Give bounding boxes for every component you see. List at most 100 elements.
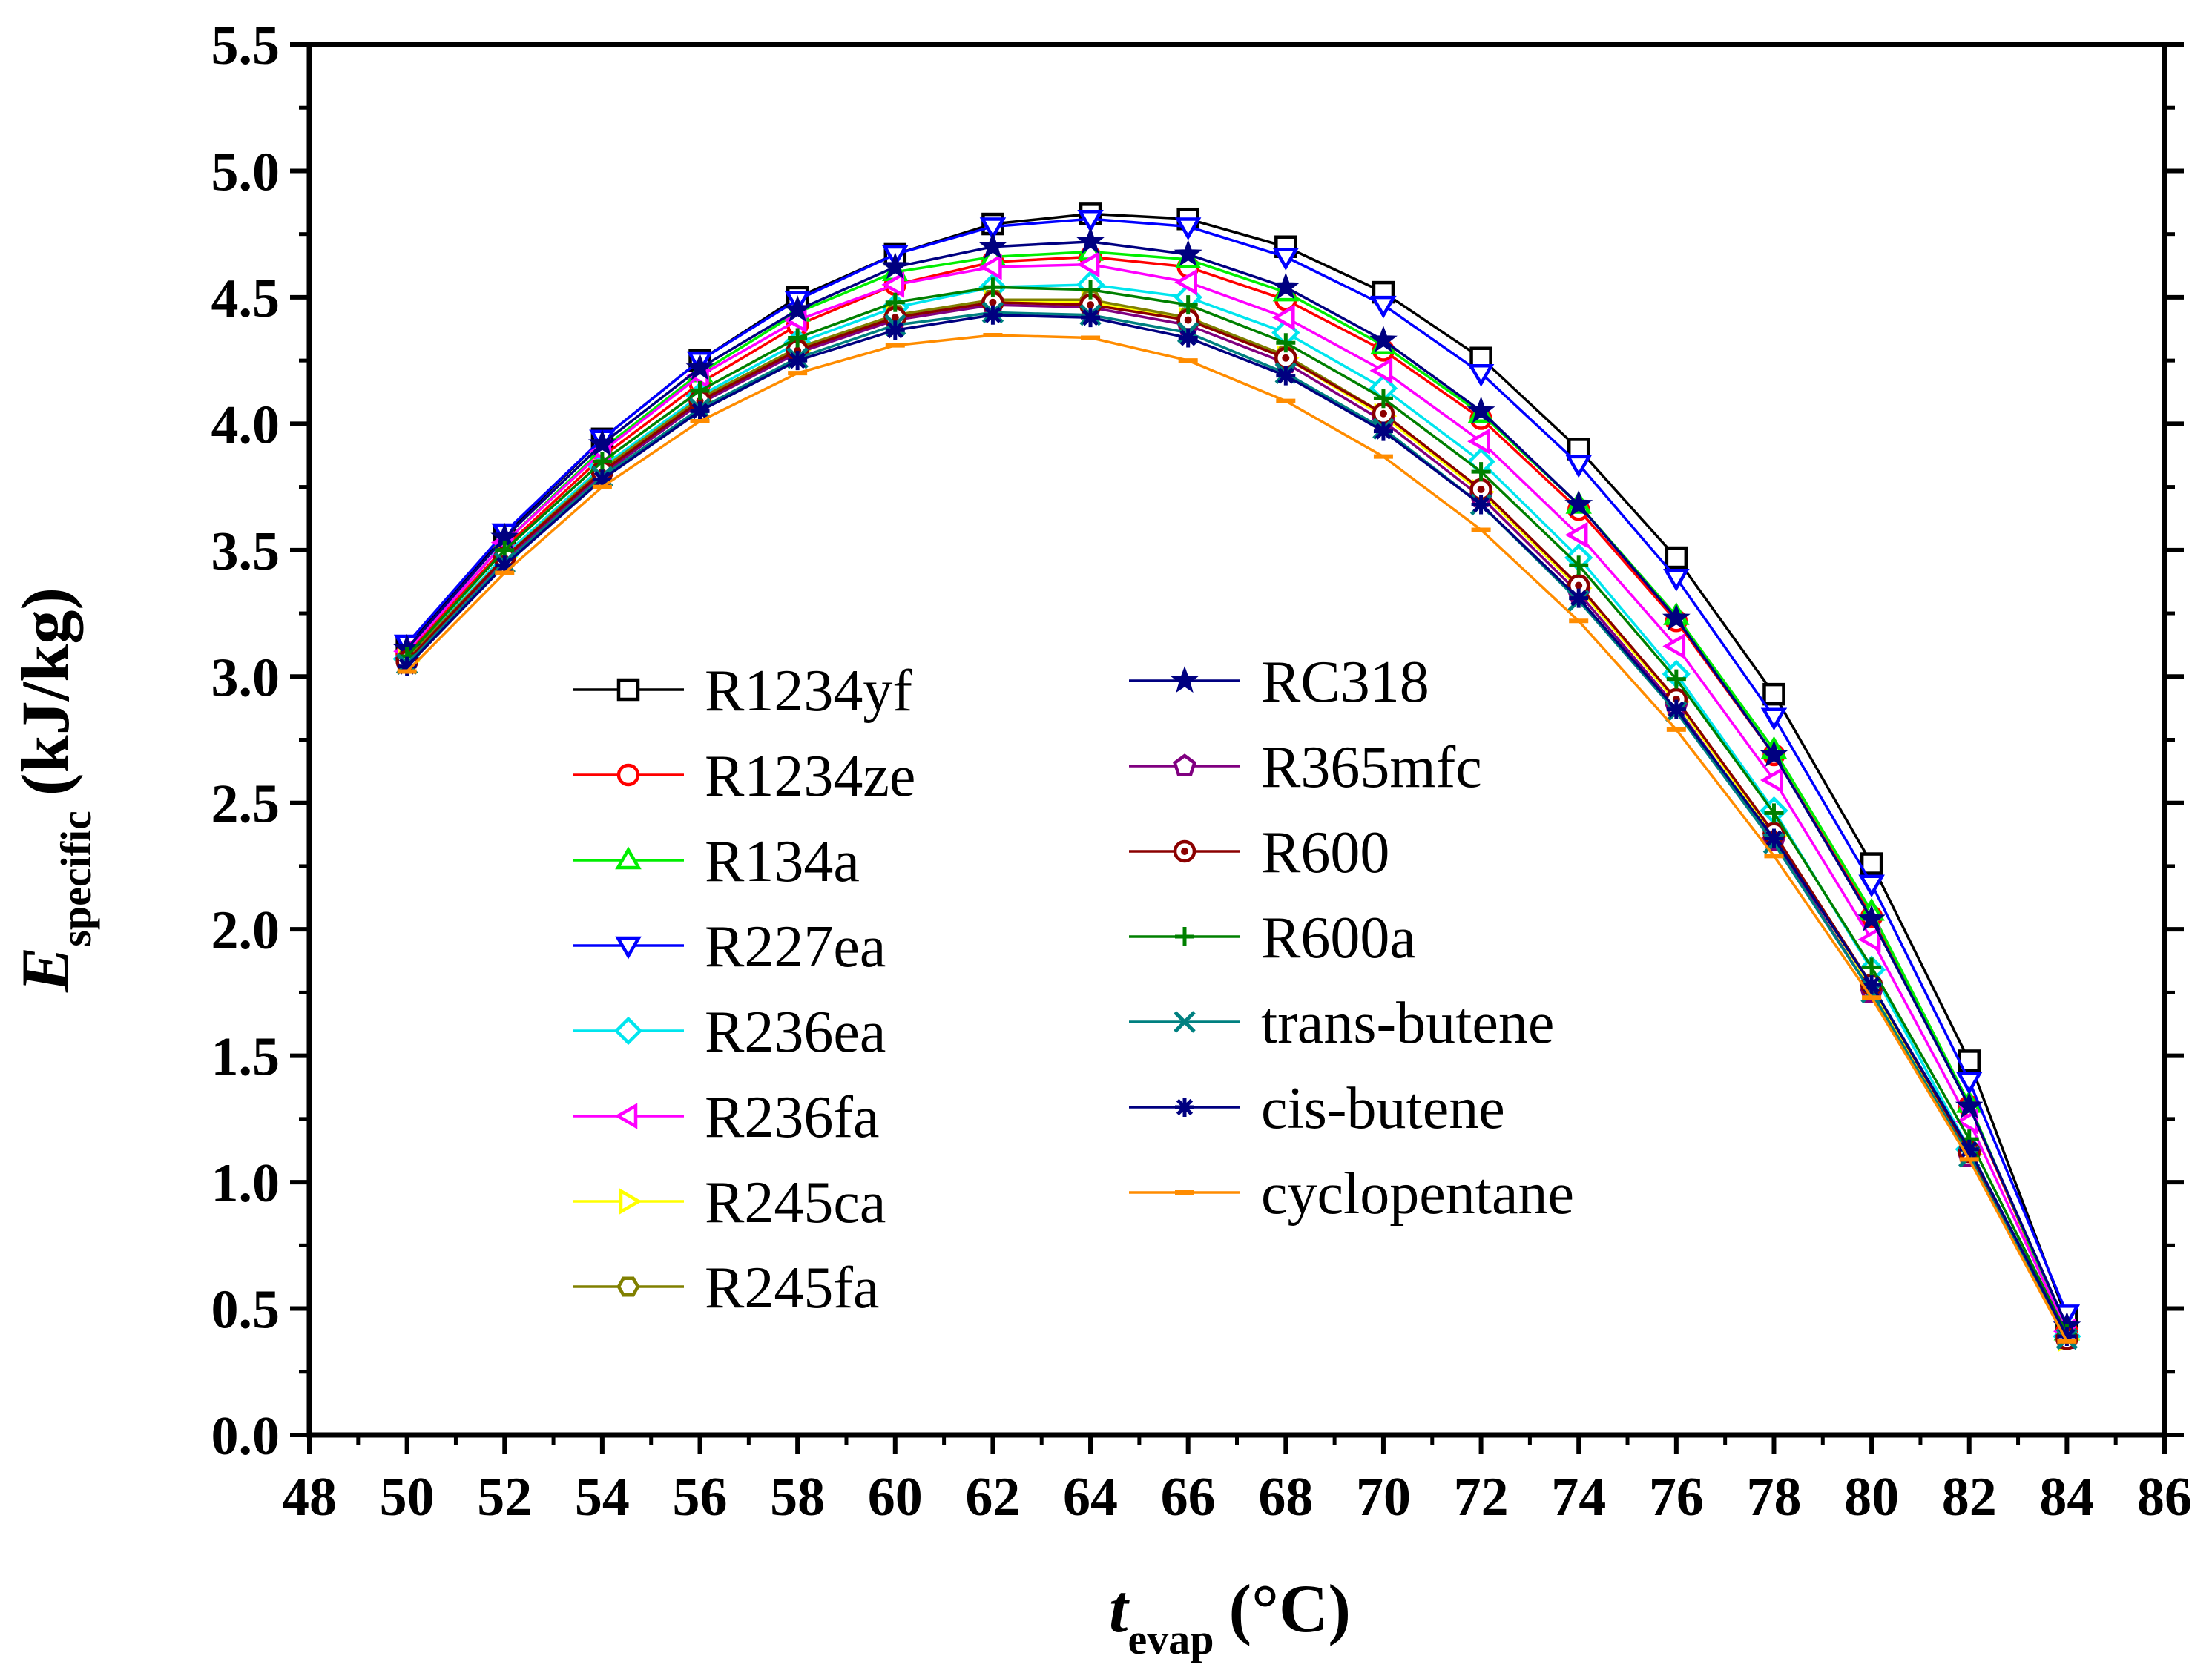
legend-label: R1234ze — [705, 744, 915, 809]
y-axis-subscript: specific — [52, 811, 100, 947]
data-point — [1467, 428, 1490, 455]
x-tick-label: 80 — [1844, 1467, 1899, 1528]
data-point — [1176, 308, 1199, 331]
x-axis-subscript: evap — [1128, 1615, 1214, 1663]
x-tick-label: 48 — [282, 1467, 337, 1528]
legend-item: R600 — [1129, 820, 1389, 885]
data-point — [1272, 248, 1300, 271]
y-tick-label: 4.0 — [211, 395, 280, 455]
legend-label: R600a — [1261, 905, 1416, 971]
legend-label: R245fa — [705, 1255, 880, 1321]
data-point — [1174, 240, 1202, 267]
data-point — [1764, 828, 1784, 848]
y-tick-label: 2.5 — [211, 774, 280, 835]
series-line-r600 — [406, 300, 2068, 1340]
legend-item: R1234ze — [573, 744, 915, 809]
x-tick-label: 50 — [380, 1467, 435, 1528]
data-point — [978, 254, 1002, 280]
data-point — [1666, 669, 1686, 689]
data-point — [983, 277, 1003, 297]
legend-label: R245ca — [705, 1170, 886, 1235]
data-point — [788, 328, 808, 348]
x-tick-label: 78 — [1746, 1467, 1801, 1528]
data-point — [1077, 209, 1104, 233]
data-point — [1764, 803, 1784, 823]
legend-label: cyclopentane — [1261, 1161, 1574, 1227]
data-point — [1081, 308, 1101, 328]
data-point — [1276, 333, 1296, 353]
data-point — [1370, 295, 1397, 319]
data-point — [1081, 280, 1101, 300]
x-tick-label: 62 — [965, 1467, 1020, 1528]
data-point — [978, 231, 1007, 259]
legend-marker — [1171, 666, 1199, 693]
series-line-cis-butene — [406, 314, 2068, 1337]
data-point — [788, 351, 808, 371]
data-point — [881, 271, 905, 298]
x-tick-label: 58 — [770, 1467, 825, 1528]
data-point — [1373, 421, 1393, 441]
legend-marker — [616, 763, 640, 787]
legend-marker — [1175, 927, 1194, 946]
legend-item: R236fa — [573, 1085, 880, 1150]
legend-item: trans-butene — [1129, 991, 1554, 1056]
y-tick-label: 1.0 — [211, 1153, 280, 1214]
legend-label: R365mfc — [1261, 735, 1482, 800]
y-tick-label: 1.5 — [211, 1027, 280, 1088]
data-point — [1862, 975, 1882, 995]
data-point — [1271, 272, 1300, 300]
data-point — [587, 429, 616, 456]
data-point — [1373, 389, 1393, 409]
legend-item: cis-butene — [1129, 1076, 1505, 1141]
legend-item: R1234yf — [573, 659, 912, 724]
x-axis-unit: (°C) — [1229, 1571, 1352, 1646]
legend-label: R1234yf — [705, 659, 912, 724]
legend-marker — [1173, 753, 1196, 776]
legend-marker — [614, 1103, 638, 1129]
data-point — [1467, 363, 1495, 387]
x-tick-label: 74 — [1551, 1467, 1606, 1528]
legend-marker — [1173, 839, 1196, 863]
legend-label: R236ea — [705, 1000, 886, 1065]
data-point — [690, 401, 710, 421]
legend-label: R236fa — [705, 1085, 880, 1150]
data-point — [979, 217, 1007, 241]
y-axis-symbol: E — [7, 947, 83, 993]
legend-item: R600a — [1129, 905, 1416, 971]
legend-item: R245fa — [573, 1255, 880, 1321]
data-point — [1076, 226, 1105, 254]
data-point — [783, 295, 812, 323]
data-point — [1276, 366, 1296, 386]
series-cyclopentane — [397, 333, 2077, 1344]
legend-marker — [1174, 1011, 1196, 1033]
x-tick-label: 86 — [2137, 1467, 2192, 1528]
x-tick-label: 68 — [1258, 1467, 1313, 1528]
legend-label: R134a — [705, 829, 860, 894]
data-point — [495, 555, 515, 575]
x-tick-label: 84 — [2039, 1467, 2094, 1528]
data-point — [592, 469, 612, 489]
data-point — [1569, 588, 1589, 608]
legend-item: R227ea — [573, 914, 886, 980]
legend-item: RC318 — [1129, 650, 1429, 715]
data-point — [1860, 852, 1883, 875]
data-point — [1857, 904, 1886, 931]
legend-label: R227ea — [705, 914, 886, 980]
data-point — [690, 381, 710, 401]
data-point — [1665, 546, 1688, 570]
x-tick-label: 56 — [673, 1467, 728, 1528]
data-point — [1858, 874, 1885, 898]
data-point — [885, 292, 905, 312]
y-tick-label: 5.5 — [211, 16, 280, 76]
series-line-rc318 — [406, 240, 2068, 1327]
data-point — [1857, 926, 1881, 953]
series-cis-butene — [397, 305, 2077, 1347]
x-tick-label: 72 — [1454, 1467, 1509, 1528]
legend-item: R245ca — [573, 1170, 886, 1235]
data-point — [1663, 569, 1690, 592]
legend-marker — [619, 1188, 642, 1215]
x-tick-label: 70 — [1356, 1467, 1411, 1528]
data-point — [685, 353, 714, 380]
y-tick-label: 2.0 — [211, 900, 280, 961]
